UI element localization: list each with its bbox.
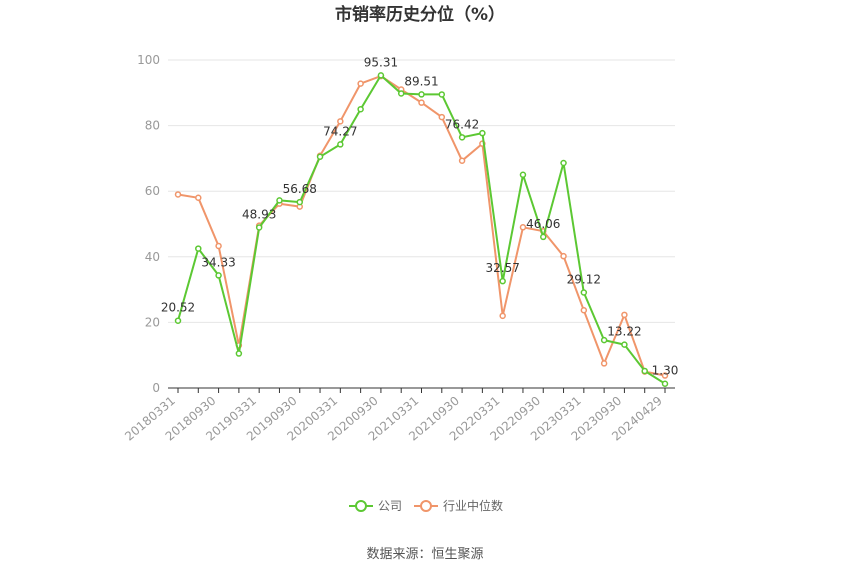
x-axis: 2018033120180930201903312019093020200331… [122, 388, 666, 444]
data-label: 56.68 [283, 182, 317, 196]
series-0-point[interactable] [418, 91, 425, 98]
series-0-point[interactable] [661, 380, 669, 387]
y-tick-label: 40 [145, 250, 160, 264]
series-1-point[interactable] [195, 194, 202, 202]
legend-item-1[interactable]: 行业中位数 [414, 498, 503, 513]
legend-item-0[interactable]: 公司 [349, 499, 402, 513]
series-0-point[interactable] [621, 341, 628, 348]
series-0-point[interactable] [560, 159, 567, 167]
data-label: 1.30 [652, 364, 679, 378]
series-0-point[interactable] [519, 171, 527, 179]
data-label: 76.42 [445, 117, 479, 131]
series-layer [174, 72, 669, 387]
series-1-point[interactable] [560, 252, 567, 260]
series-0-point[interactable] [235, 350, 243, 357]
legend-swatch-marker [355, 500, 367, 512]
y-tick-label: 80 [145, 119, 160, 133]
series-0-point[interactable] [255, 224, 263, 231]
series-1-point[interactable] [337, 118, 344, 125]
series-1-point[interactable] [458, 157, 466, 164]
series-1-point[interactable] [499, 312, 506, 320]
chart-title: 市销率历史分位（%） [335, 4, 505, 25]
legend[interactable]: 公司 行业中位数 [349, 498, 503, 513]
y-tick-label: 60 [145, 184, 160, 198]
series-0-point[interactable] [337, 141, 344, 148]
legend-label: 公司 [378, 499, 402, 513]
data-label: 20.52 [161, 301, 195, 315]
series-line-1 [177, 75, 666, 377]
series-0-point[interactable] [215, 272, 222, 279]
series-1-point[interactable] [215, 242, 222, 250]
legend-swatch-marker [420, 500, 432, 512]
series-0-point[interactable] [195, 245, 202, 252]
series-0-point[interactable] [540, 233, 547, 241]
series-1-point[interactable] [600, 360, 608, 367]
series-1-point[interactable] [580, 307, 588, 314]
series-0-point[interactable] [479, 129, 486, 137]
series-line-0 [177, 74, 666, 385]
series-1-point[interactable] [357, 80, 364, 87]
series-1-point[interactable] [621, 311, 628, 319]
data-label: 48.93 [242, 208, 276, 222]
data-label: 46.06 [526, 217, 560, 231]
series-1-point[interactable] [174, 191, 182, 198]
series-1-point[interactable] [438, 113, 446, 121]
series-0-point[interactable] [296, 198, 303, 206]
series-0-point[interactable] [438, 91, 446, 98]
series-0-point[interactable] [174, 317, 182, 324]
series-0-point[interactable] [600, 336, 608, 344]
y-tick-label: 20 [145, 315, 160, 329]
series-0-point[interactable] [458, 134, 466, 141]
data-label: 29.12 [567, 272, 601, 286]
series-0-point[interactable] [377, 72, 385, 79]
y-axis: 0 20 40 60 80 100 [137, 53, 160, 395]
data-label: 74.27 [323, 124, 357, 138]
data-label: 34.33 [201, 255, 235, 269]
series-1-point[interactable] [418, 99, 425, 106]
data-label: 95.31 [364, 55, 398, 69]
grid [168, 59, 675, 389]
data-label: 32.57 [485, 261, 519, 275]
data-labels: 20.52 34.33 48.93 56.68 74.27 95.31 89.51 76.42… [161, 55, 679, 377]
series-1-point[interactable] [661, 372, 669, 379]
legend-label: 行业中位数 [443, 498, 503, 513]
source-text: 数据来源：恒生聚源 [366, 547, 483, 562]
series-0-point[interactable] [397, 90, 405, 97]
y-tick-label: 0 [152, 381, 160, 395]
series-0-point[interactable] [357, 105, 364, 113]
series-1-point[interactable] [519, 224, 527, 231]
data-label: 89.51 [404, 74, 438, 88]
series-0-point[interactable] [499, 277, 506, 285]
y-tick-label: 100 [137, 53, 160, 67]
series-0-point[interactable] [276, 197, 283, 204]
data-label: 13.22 [607, 325, 641, 339]
series-0-point[interactable] [580, 289, 588, 296]
series-0-point[interactable] [316, 153, 324, 161]
series-0-point[interactable] [641, 367, 648, 375]
